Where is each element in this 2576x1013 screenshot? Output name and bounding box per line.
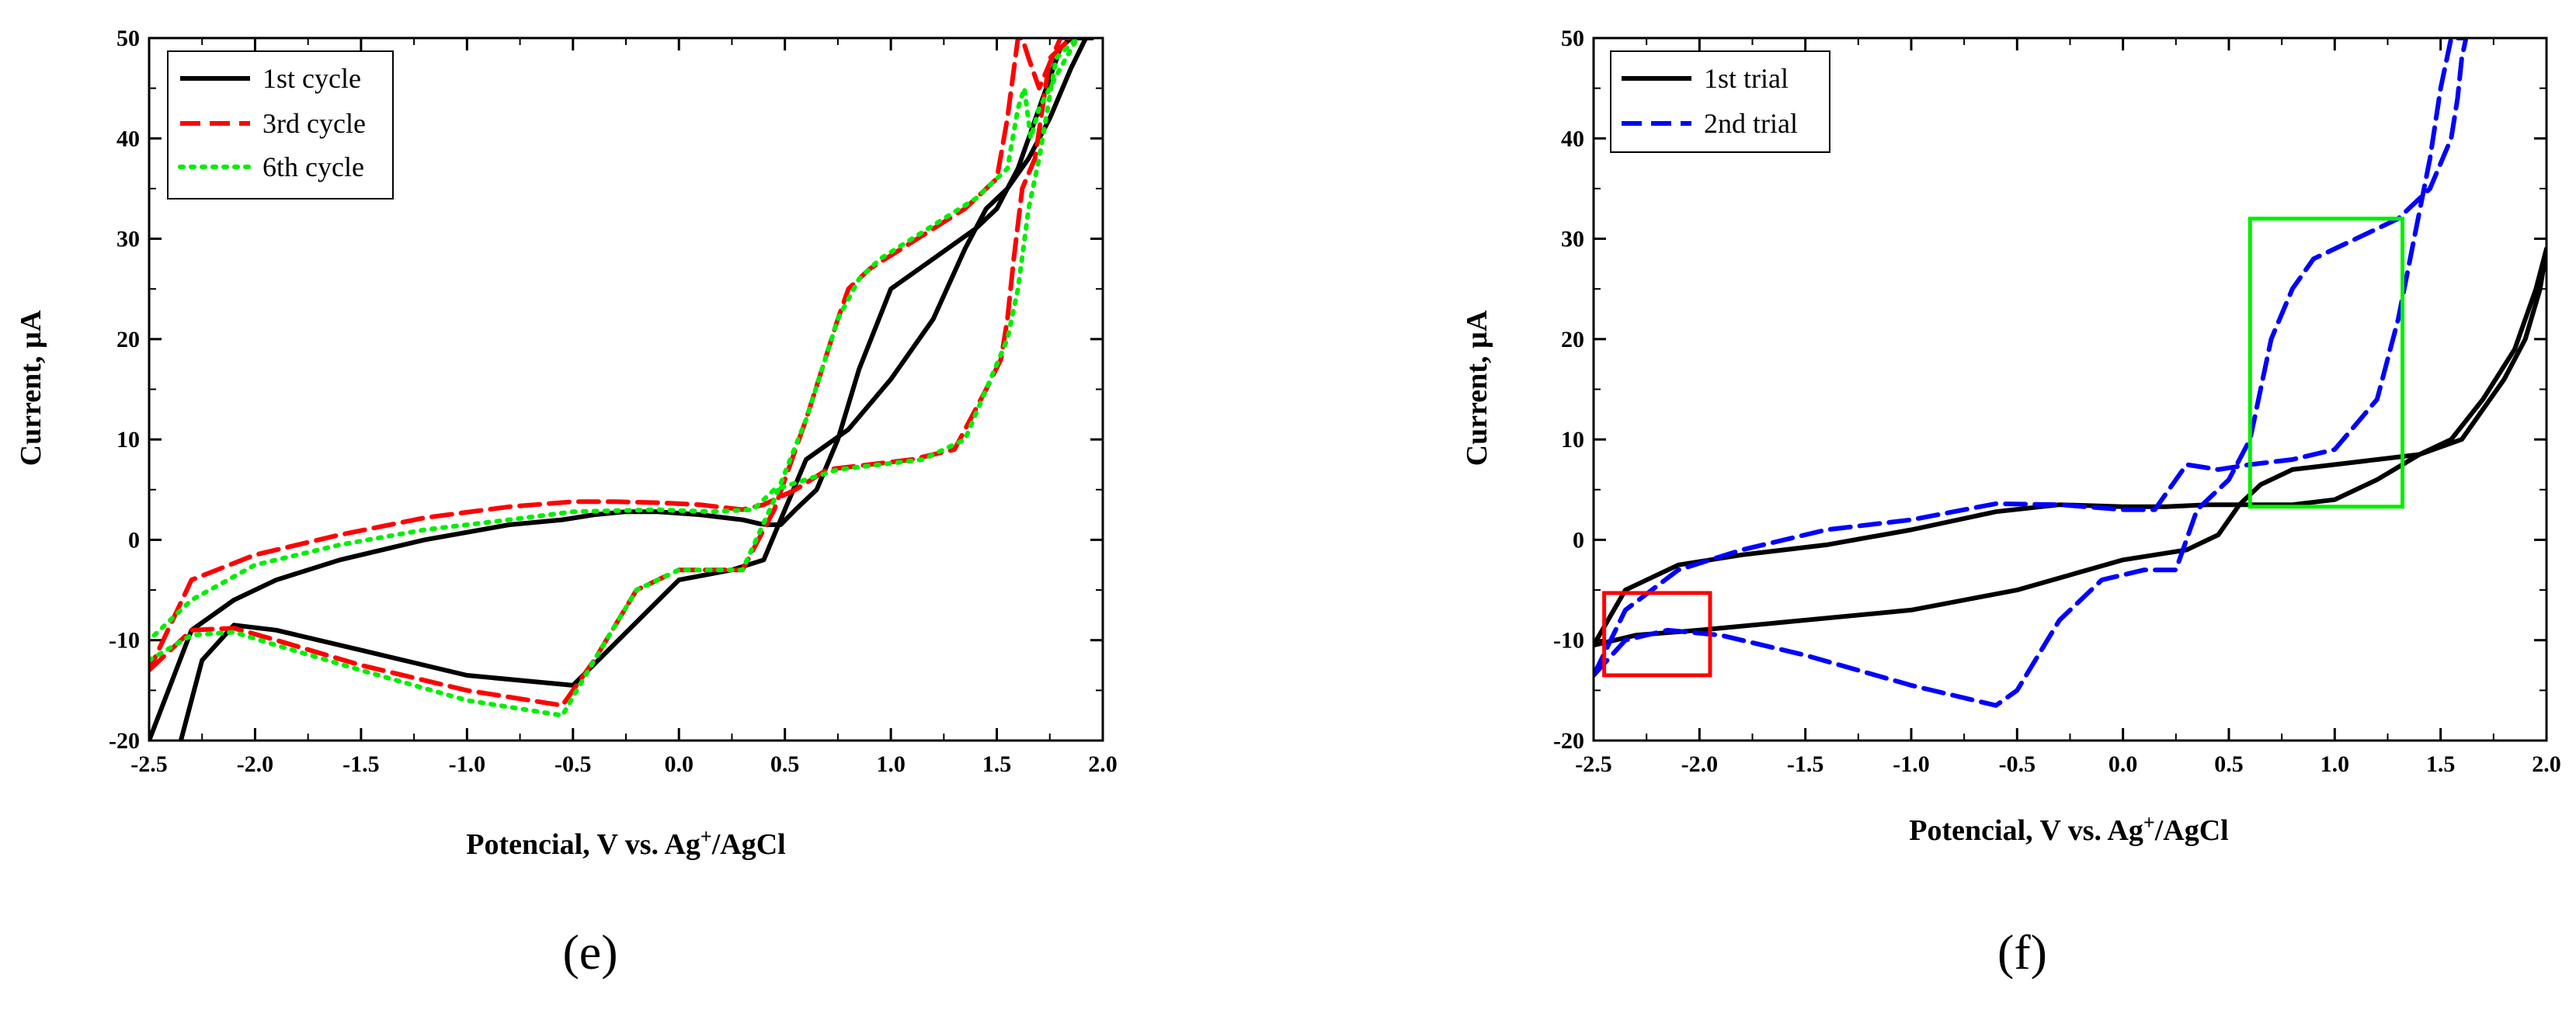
x-tick-label: 1.0 — [876, 751, 906, 777]
legend: 1st trial 2nd trial — [1610, 50, 1830, 153]
data-series — [1594, 38, 2546, 708]
series-line-1st-trial — [1594, 246, 2546, 648]
x-tick-label: 1.0 — [2320, 751, 2350, 777]
y-axis-title: Current, µA — [1461, 310, 1493, 466]
y-tick-label: 30 — [1561, 227, 1584, 252]
y-tick-label: 10 — [116, 427, 140, 453]
chart-panel-e: -2.5 -2.0 -1.5 -1.0 -0.5 0.0 0.5 1.0 1.5 2.0 -20-… — [15, 26, 1118, 980]
x-axis-title-main: Potencial, V vs. Ag — [466, 828, 700, 861]
x-axis-title-suffix: /AgCl — [711, 828, 786, 861]
x-tick-labels: -2.5 -2.0 -1.5 -1.0 -0.5 0.0 0.5 1.0 1.5 2.0 — [130, 751, 1118, 777]
highlight-box — [1602, 591, 1712, 678]
plot-frame — [1592, 36, 2548, 742]
y-tick-label: 30 — [116, 227, 140, 252]
x-tick-label: -2.5 — [130, 751, 168, 777]
series-line-6th-cycle — [149, 38, 1080, 718]
x-tick-label: 0.5 — [2214, 751, 2244, 777]
y-tick-label: 50 — [1561, 26, 1584, 51]
x-tick-label: -1.5 — [342, 751, 380, 777]
x-tick-label: -2.0 — [237, 751, 274, 777]
x-tick-label: -1.0 — [449, 751, 486, 777]
x-axis-title-superscript: + — [700, 825, 712, 848]
legend-label-3rd-cycle: 3rd cycle — [262, 108, 366, 139]
legend-label-2nd-trial: 2nd trial — [1704, 108, 1798, 139]
data-series — [149, 38, 1095, 741]
y-tick-labels: -20 -10 0 10 20 30 40 50 — [1553, 26, 1584, 754]
chart-panel-f: -2.5 -2.0 -1.5 -1.0 -0.5 0.0 0.5 1.0 1.5 2.0 -20-… — [1461, 26, 2561, 980]
y-tick-label: -20 — [1553, 728, 1584, 754]
legend-box — [167, 50, 394, 199]
legend-label-1st-trial: 1st trial — [1704, 63, 1789, 94]
y-tick-label: -10 — [109, 628, 140, 654]
y-tick-label: 0 — [128, 527, 140, 553]
y-tick-label: 20 — [116, 327, 140, 352]
x-axis-title-superscript: + — [2143, 811, 2155, 834]
x-tick-label: 1.5 — [982, 751, 1012, 777]
series-line-2nd-trial — [1594, 38, 2469, 708]
x-tick-label: 2.0 — [1088, 751, 1118, 777]
legend-label-6th-cycle: 6th cycle — [262, 151, 364, 182]
legend: 1st cycle 3rd cycle 6th cycle — [167, 50, 394, 199]
plot-frame — [148, 36, 1104, 742]
x-tick-label: 0.0 — [2108, 751, 2138, 777]
panel-label-f: (f) — [1997, 925, 2047, 980]
y-tick-label: 20 — [1561, 327, 1584, 352]
x-tick-label: 1.5 — [2426, 751, 2456, 777]
y-tick-label: 0 — [1573, 527, 1584, 553]
x-tick-label: -0.5 — [554, 751, 592, 777]
x-tick-label: 0.0 — [664, 751, 694, 777]
x-axis-title: Potencial, V vs. Ag+/AgCl — [1909, 811, 2228, 848]
y-tick-label: 10 — [1561, 427, 1584, 453]
y-tick-label: -10 — [1553, 628, 1584, 654]
x-tick-labels: -2.5 -2.0 -1.5 -1.0 -0.5 0.0 0.5 1.0 1.5 2.0 — [1575, 751, 2561, 777]
x-tick-label: -1.0 — [1893, 751, 1930, 777]
axis-ticks — [1592, 36, 2548, 742]
x-tick-label: -2.5 — [1575, 751, 1612, 777]
legend-label-1st-cycle: 1st cycle — [262, 63, 361, 94]
y-tick-label: -20 — [109, 728, 140, 754]
annotations — [1602, 217, 2405, 678]
y-tick-label: 40 — [1561, 126, 1584, 151]
y-tick-label: 50 — [116, 26, 140, 51]
x-tick-label: -2.0 — [1681, 751, 1719, 777]
panel-label-e: (e) — [562, 925, 617, 980]
y-tick-label: 40 — [116, 126, 140, 151]
x-tick-label: -0.5 — [1999, 751, 2036, 777]
x-tick-label: 0.5 — [770, 751, 800, 777]
legend-box — [1610, 50, 1830, 153]
highlight-box — [2247, 217, 2405, 509]
x-tick-label: 2.0 — [2532, 751, 2561, 777]
x-axis-title-main: Potencial, V vs. Ag — [1909, 814, 2143, 847]
x-tick-label: -1.5 — [1787, 751, 1824, 777]
x-axis-title: Potencial, V vs. Ag+/AgCl — [466, 825, 785, 862]
y-tick-labels: -20 -10 0 10 20 30 40 50 — [109, 26, 140, 754]
y-axis-title: Current, µA — [15, 310, 47, 466]
x-axis-title-suffix: /AgCl — [2154, 814, 2229, 847]
